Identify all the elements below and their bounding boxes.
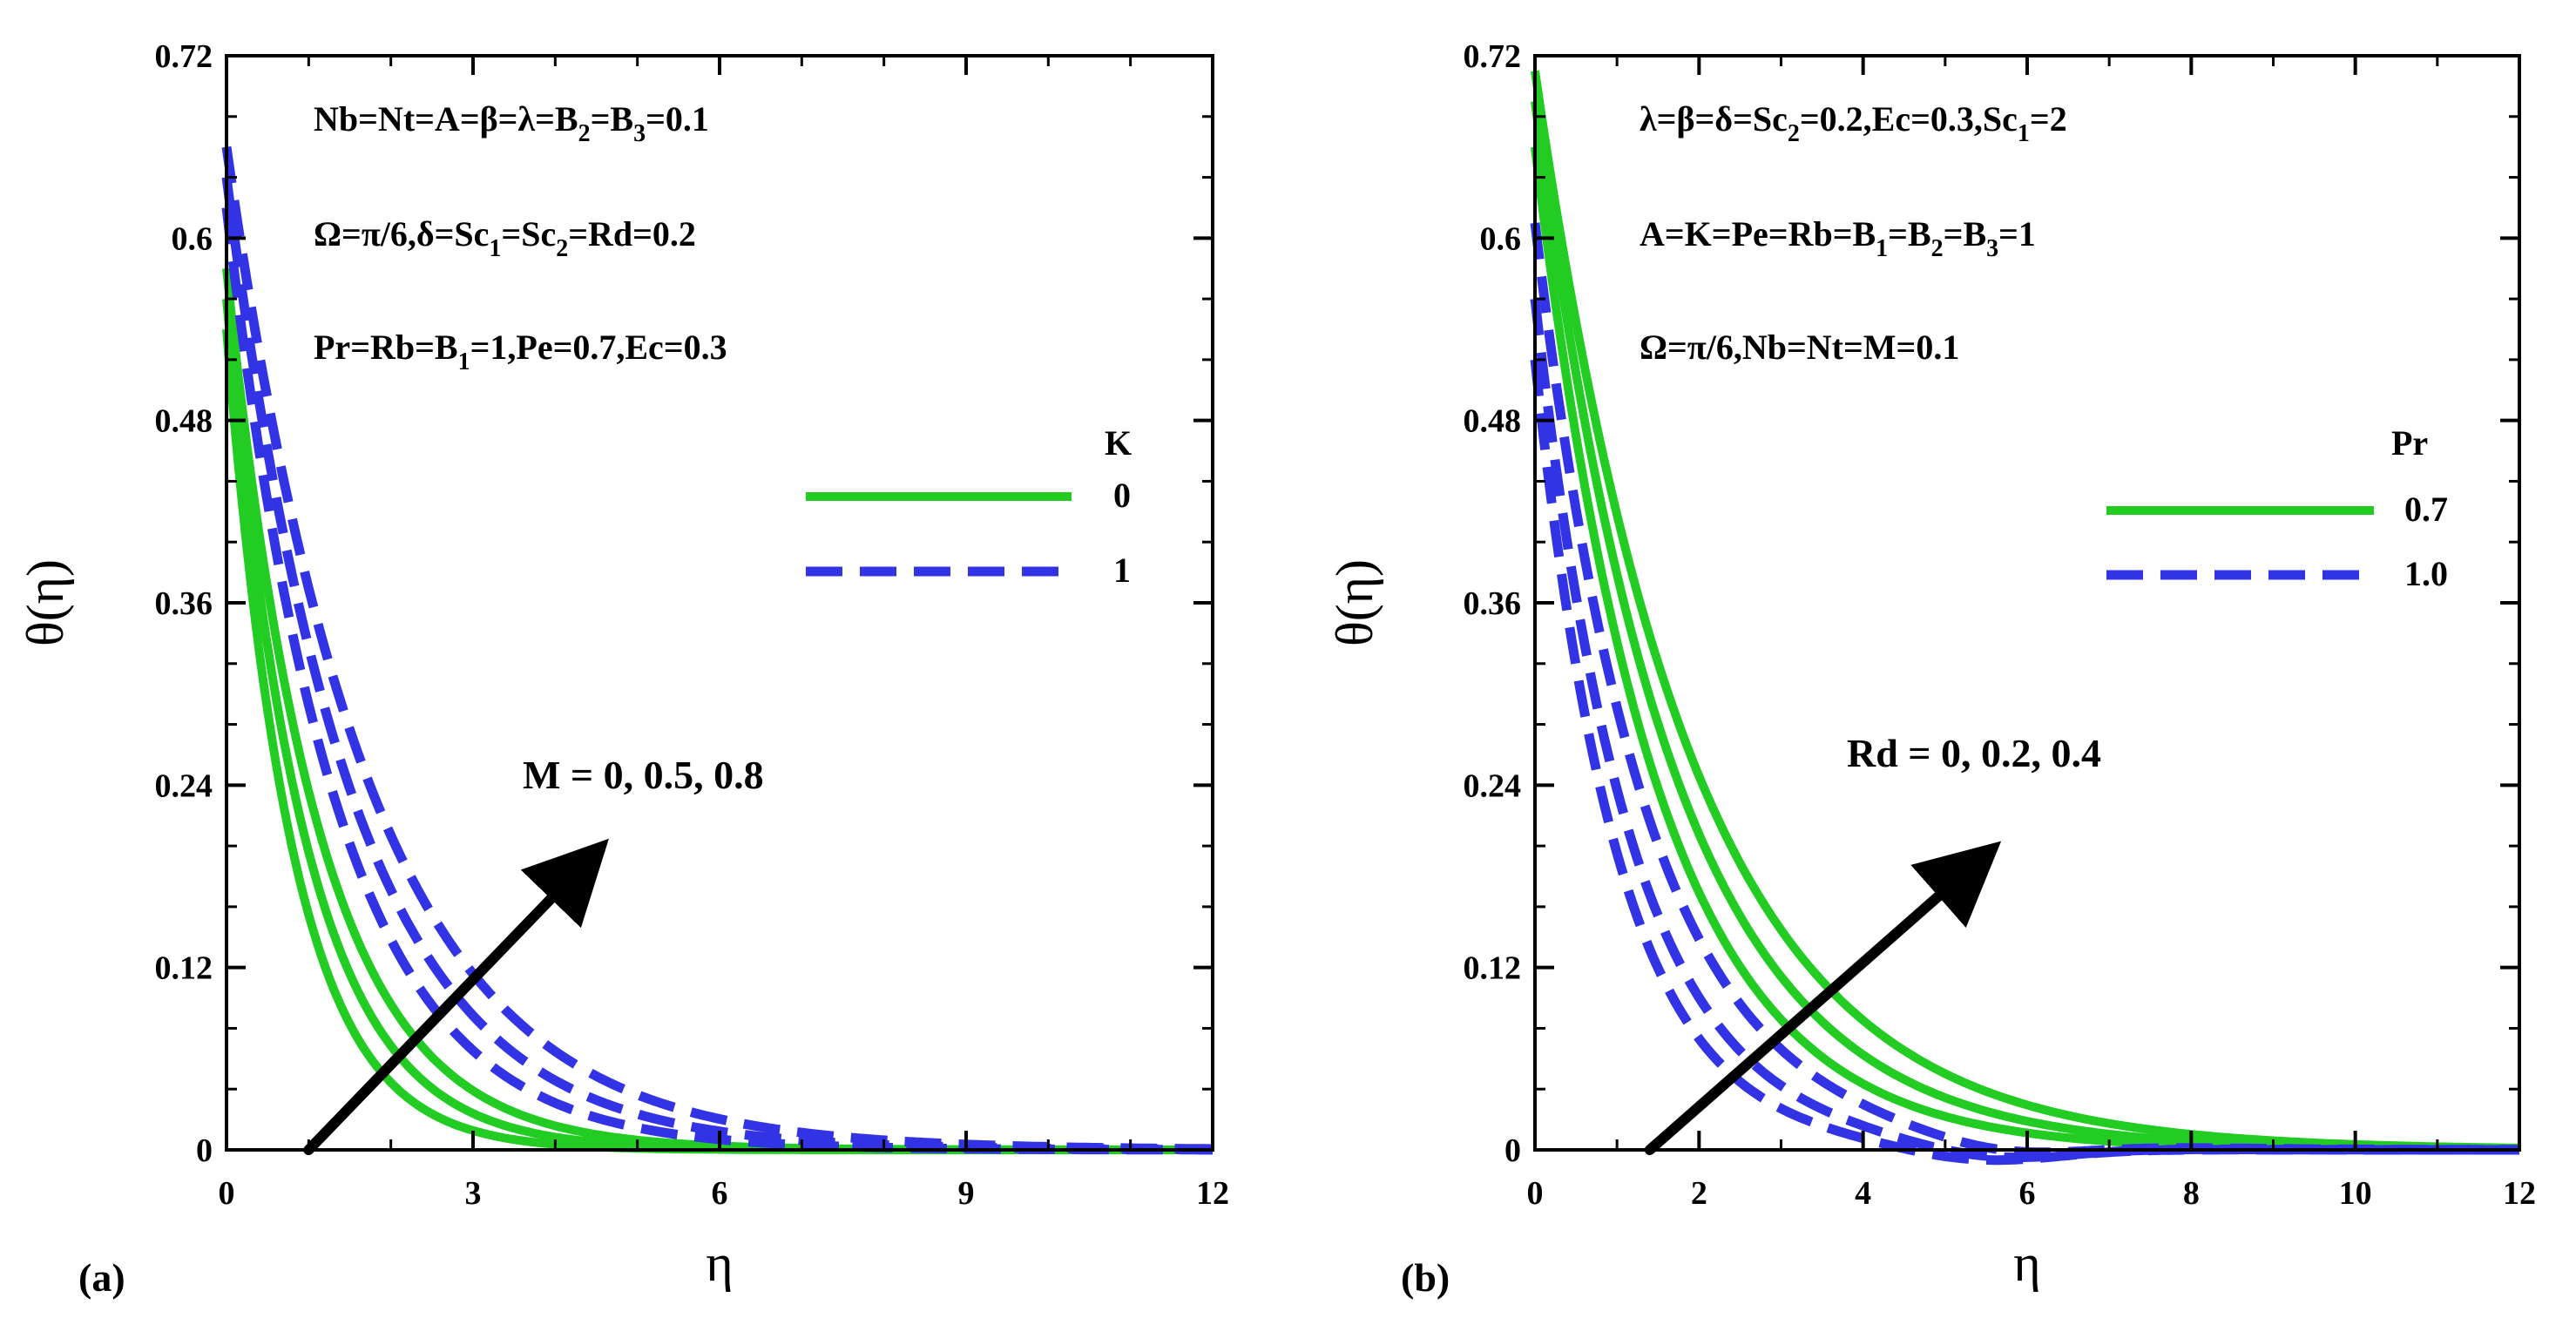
annotation-subscript: 2 bbox=[578, 120, 591, 147]
annotation-subscript: 1 bbox=[489, 235, 501, 262]
y-tick-label: 0.6 bbox=[1480, 220, 1522, 257]
y-tick-label: 0.36 bbox=[155, 585, 213, 622]
y-tick-label: 0.48 bbox=[1464, 403, 1522, 440]
panel-label: (a) bbox=[78, 1255, 125, 1300]
y-tick-label: 0.12 bbox=[1464, 950, 1522, 987]
annotation-segment: =2 bbox=[2030, 99, 2067, 139]
x-axis-title: η bbox=[706, 1234, 733, 1292]
x-tick-label: 12 bbox=[2503, 1175, 2536, 1212]
annotation-segment: =0.1 bbox=[646, 99, 709, 139]
trend-arrow bbox=[303, 838, 609, 1155]
y-tick-label: 0.72 bbox=[155, 38, 213, 75]
legend: Pr 0.7 1.0 bbox=[2106, 423, 2448, 593]
annotation-segment: A=K=Pe=Rb=B bbox=[1640, 214, 1876, 253]
annotation-segment: =Sc bbox=[501, 214, 556, 253]
y-tick-label: 0.24 bbox=[1464, 767, 1522, 804]
arrow-label: Rd = 0, 0.2, 0.4 bbox=[1847, 731, 2101, 775]
parameter-annotation: Ω=π/6,Nb=Nt=M=0.1 bbox=[1640, 328, 1959, 367]
y-tick-label: 0.36 bbox=[1464, 585, 1522, 622]
annotation-subscript: 3 bbox=[633, 120, 646, 147]
parameter-annotation: λ=β=δ=Sc2=0.2,Ec=0.3,Sc1=2 bbox=[1640, 99, 2067, 147]
y-tick-label: 0.24 bbox=[155, 767, 213, 804]
y-tick-label: 0 bbox=[1504, 1132, 1521, 1169]
annotation-subscript: 2 bbox=[1931, 235, 1944, 262]
y-tick-label: 0.6 bbox=[172, 220, 213, 257]
legend: K 0 1 bbox=[806, 423, 1132, 590]
annotation-segment: Pr=Rb=B bbox=[314, 328, 458, 367]
annotation-subscript: 3 bbox=[1986, 235, 1998, 262]
y-tick-label: 0.12 bbox=[155, 950, 213, 987]
series-line-6 bbox=[221, 145, 1214, 1154]
x-tick-label: 4 bbox=[1855, 1175, 1871, 1212]
x-tick-label: 0 bbox=[219, 1175, 235, 1212]
x-tick-label: 3 bbox=[465, 1175, 482, 1212]
x-tick-label: 10 bbox=[2339, 1175, 2372, 1212]
annotation-segment: Ω=π/6,δ=Sc bbox=[314, 214, 489, 253]
y-axis-title: θ(η) bbox=[1326, 559, 1383, 646]
legend-label: 1.0 bbox=[2404, 554, 2448, 593]
annotation-segment: =1,Pe=0.7,Ec=0.3 bbox=[470, 328, 727, 367]
annotation-segment: =Rd=0.2 bbox=[568, 214, 696, 253]
series-line-5 bbox=[221, 176, 1214, 1155]
x-axis-title: η bbox=[2013, 1234, 2040, 1292]
x-tick-label: 8 bbox=[2183, 1175, 2200, 1212]
x-tick-label: 2 bbox=[1691, 1175, 1707, 1212]
panel-a: 0 3 6 9 1200.120.240.360.480.60.72ηθ(η)Nb=Nt… bbox=[17, 38, 1229, 1300]
annotation-subscript: 1 bbox=[1876, 235, 1888, 262]
annotation-segment: =0.2,Ec=0.3,Sc bbox=[1800, 99, 2018, 139]
x-tick-label: 12 bbox=[1196, 1175, 1229, 1212]
x-tick-label: 0 bbox=[1527, 1175, 1544, 1212]
y-tick-label: 0.72 bbox=[1464, 38, 1522, 75]
legend-title: Pr bbox=[2391, 423, 2428, 463]
x-tick-label: 6 bbox=[2019, 1175, 2036, 1212]
legend-title: K bbox=[1105, 423, 1132, 463]
legend-label: 0 bbox=[1113, 476, 1131, 515]
annotation-subscript: 1 bbox=[458, 348, 470, 375]
annotation-segment: λ=β=δ=Sc bbox=[1640, 99, 1788, 139]
annotation-segment: =B bbox=[591, 99, 633, 139]
panel-b: 0 2 4 6 8 10 1200.120.240.360.480.60.72ηθ(η)λ=… bbox=[1326, 38, 2536, 1300]
series-line-2 bbox=[1531, 100, 2520, 1154]
legend-label: 1 bbox=[1113, 551, 1131, 590]
annotation-segment: =B bbox=[1888, 214, 1930, 253]
annotation-subscript: 2 bbox=[556, 235, 568, 262]
legend-label: 0.7 bbox=[2404, 490, 2448, 529]
parameter-annotation: Nb=Nt=A=β=λ=B2=B3=0.1 bbox=[314, 99, 709, 147]
annotation-segment: =B bbox=[1944, 214, 1986, 253]
parameter-annotation: Ω=π/6,δ=Sc1=Sc2=Rd=0.2 bbox=[314, 214, 696, 262]
annotation-subscript: 2 bbox=[1788, 120, 1800, 147]
series-group bbox=[221, 145, 1214, 1155]
parameter-annotation: Pr=Rb=B1=1,Pe=0.7,Ec=0.3 bbox=[314, 328, 727, 375]
y-tick-label: 0 bbox=[196, 1132, 213, 1169]
series-line-4 bbox=[1530, 359, 2520, 1166]
x-tick-label: 9 bbox=[958, 1175, 975, 1212]
annotation-segment: Ω=π/6,Nb=Nt=M=0.1 bbox=[1640, 328, 1959, 367]
trend-arrow bbox=[1644, 841, 2002, 1155]
x-tick-label: 6 bbox=[712, 1175, 728, 1212]
annotation-subscript: 1 bbox=[2018, 120, 2030, 147]
panel-label: (b) bbox=[1401, 1255, 1450, 1300]
series-line-2 bbox=[222, 298, 1214, 1154]
y-tick-label: 0.48 bbox=[155, 403, 213, 440]
y-axis-title: θ(η) bbox=[17, 559, 74, 646]
parameter-annotation: A=K=Pe=Rb=B1=B2=B3=1 bbox=[1640, 214, 2036, 262]
arrow-label: M = 0, 0.5, 0.8 bbox=[523, 753, 764, 797]
series-line-1 bbox=[1531, 146, 2520, 1154]
annotation-segment: Nb=Nt=A=β=λ=B bbox=[314, 99, 578, 139]
annotation-segment: =1 bbox=[1998, 214, 2036, 253]
